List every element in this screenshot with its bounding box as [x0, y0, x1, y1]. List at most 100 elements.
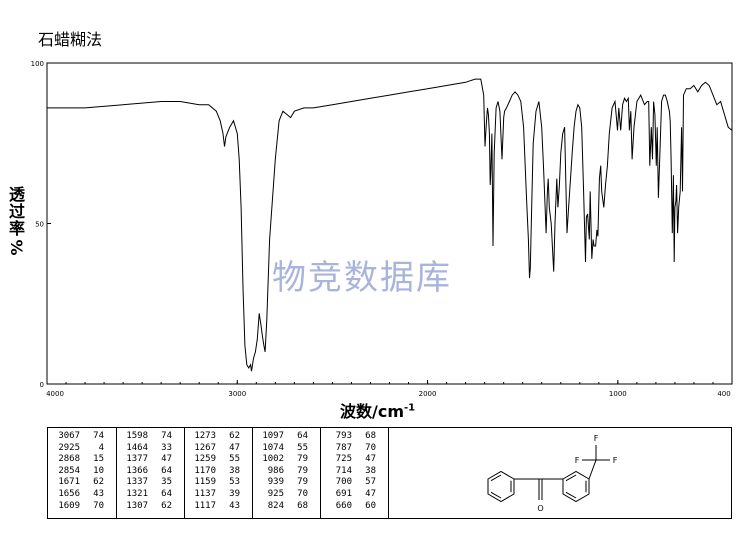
atom-label: F — [575, 456, 580, 465]
peak-wavenumber: 1377 — [126, 454, 148, 465]
y-axis-label-char: 率 — [8, 219, 25, 238]
peak-wavenumber: 1117 — [194, 500, 216, 511]
peak-row: 2868 15 — [50, 454, 104, 466]
peak-transmittance: 64 — [161, 465, 172, 476]
peak-transmittance: 62 — [229, 431, 240, 441]
peak-transmittance: 10 — [93, 465, 104, 476]
peak-transmittance: 53 — [229, 477, 240, 488]
peak-transmittance: 38 — [365, 465, 376, 476]
peak-row: 824 68 — [254, 501, 308, 513]
peak-row: 1074 55 — [254, 443, 308, 455]
x-axis-label-exponent: -1 — [404, 402, 416, 414]
peak-row: 1137 39 — [186, 489, 240, 501]
peak-transmittance: 62 — [93, 477, 104, 488]
peak-row: 1464 33 — [118, 443, 172, 455]
peak-transmittance: 57 — [365, 477, 376, 488]
peak-wavenumber: 1159 — [194, 477, 216, 488]
peak-wavenumber: 1267 — [194, 442, 216, 453]
peak-row: 2854 10 — [50, 466, 104, 478]
peak-row: 1337 35 — [118, 477, 172, 489]
peak-wavenumber: 1656 — [58, 488, 80, 499]
peak-row: 925 70 — [254, 489, 308, 501]
peak-row: 1598 74 — [118, 431, 172, 443]
peak-transmittance: 70 — [365, 442, 376, 453]
x-tick-label: 3000 — [228, 390, 246, 398]
peak-transmittance: 35 — [161, 477, 172, 488]
peak-wavenumber: 1097 — [262, 431, 284, 441]
y-axis-label: 透 过 率 % — [6, 186, 28, 256]
peak-wavenumber: 1598 — [126, 431, 148, 441]
peak-row: 1002 79 — [254, 454, 308, 466]
peak-wavenumber: 939 — [267, 477, 284, 488]
peak-row: 714 38 — [322, 466, 376, 478]
peak-transmittance: 47 — [365, 488, 376, 499]
peak-wavenumber: 2854 — [58, 465, 80, 476]
peak-row: 787 70 — [322, 443, 376, 455]
peak-transmittance: 60 — [365, 500, 376, 511]
peak-row: 1170 38 — [186, 466, 240, 478]
y-tick-label: 50 — [35, 221, 44, 229]
peak-wavenumber: 700 — [335, 477, 352, 488]
ir-spectrum-chart: 4000 3000 2000 1000 400 0 50 100 — [31, 60, 733, 398]
peak-row: 700 57 — [322, 477, 376, 489]
peak-wavenumber: 1366 — [126, 465, 148, 476]
peak-wavenumber: 925 — [267, 488, 284, 499]
x-tick-label: 400 — [717, 390, 730, 398]
peak-row: 1097 64 — [254, 431, 308, 443]
peak-transmittance: 79 — [297, 477, 308, 488]
column-divider — [320, 428, 321, 518]
peak-wavenumber: 1074 — [262, 442, 284, 453]
peak-wavenumber: 725 — [335, 454, 352, 465]
peak-column: 793 68 787 70 725 47 714 38 700 57 691 47 660 60 — [322, 431, 376, 512]
peak-row: 1671 62 — [50, 477, 104, 489]
peak-wavenumber: 1609 — [58, 500, 80, 511]
peak-row: 660 60 — [322, 501, 376, 513]
peak-column: 1273 62 1267 47 1259 55 1170 38 1159 53 1137 39 1117… — [186, 431, 240, 512]
peak-row: 1159 53 — [186, 477, 240, 489]
peak-wavenumber: 2868 — [58, 454, 80, 465]
peak-wavenumber: 986 — [267, 465, 284, 476]
molecule-structure: F F F O — [487, 434, 618, 513]
peak-row: 1366 64 — [118, 466, 172, 478]
atom-label: F — [613, 456, 618, 465]
x-tick-label: 2000 — [419, 390, 437, 398]
x-axis-label-text: 波数/cm — [340, 402, 405, 421]
peak-row: 1377 47 — [118, 454, 172, 466]
peak-table: 3067 74 2925 4 2868 15 2854 10 1671 62 1656 43 1609 7… — [47, 427, 389, 519]
atom-label: O — [537, 504, 543, 513]
peak-wavenumber: 1464 — [126, 442, 148, 453]
plot-frame — [46, 62, 733, 385]
peak-transmittance: 64 — [297, 431, 308, 441]
peak-transmittance: 39 — [229, 488, 240, 499]
method-label: 石蜡糊法 — [38, 30, 103, 49]
watermark: 物竞数据库 — [272, 258, 452, 298]
column-divider — [252, 428, 253, 518]
peak-row: 1117 43 — [186, 501, 240, 513]
peak-transmittance: 79 — [297, 465, 308, 476]
peak-transmittance: 43 — [229, 500, 240, 511]
peak-row: 793 68 — [322, 431, 376, 443]
column-divider — [184, 428, 185, 518]
peak-row: 2925 4 — [50, 443, 104, 455]
peak-transmittance: 15 — [93, 454, 104, 465]
peak-wavenumber: 1671 — [58, 477, 80, 488]
y-axis-label-unit: % — [7, 239, 27, 256]
peak-row: 1609 70 — [50, 501, 104, 513]
y-tick-label: 0 — [40, 381, 44, 389]
peak-wavenumber: 824 — [267, 500, 284, 511]
peak-transmittance: 68 — [297, 500, 308, 511]
peak-wavenumber: 714 — [335, 465, 352, 476]
peak-row: 1656 43 — [50, 489, 104, 501]
atom-label: F — [594, 434, 599, 443]
peak-transmittance: 55 — [229, 454, 240, 465]
peak-transmittance: 55 — [297, 442, 308, 453]
peak-transmittance: 79 — [297, 454, 308, 465]
x-tick-label: 4000 — [46, 390, 64, 398]
peak-transmittance: 47 — [365, 454, 376, 465]
peak-column: 1097 64 1074 55 1002 79 986 79 939 79 925 70 824 68 — [254, 431, 308, 512]
x-tick-label: 1000 — [609, 390, 627, 398]
peak-wavenumber: 787 — [335, 442, 352, 453]
peak-column: 3067 74 2925 4 2868 15 2854 10 1671 62 1656 43 1609 7… — [50, 431, 104, 512]
peak-transmittance: 62 — [161, 500, 172, 511]
peak-wavenumber: 3067 — [58, 431, 80, 441]
